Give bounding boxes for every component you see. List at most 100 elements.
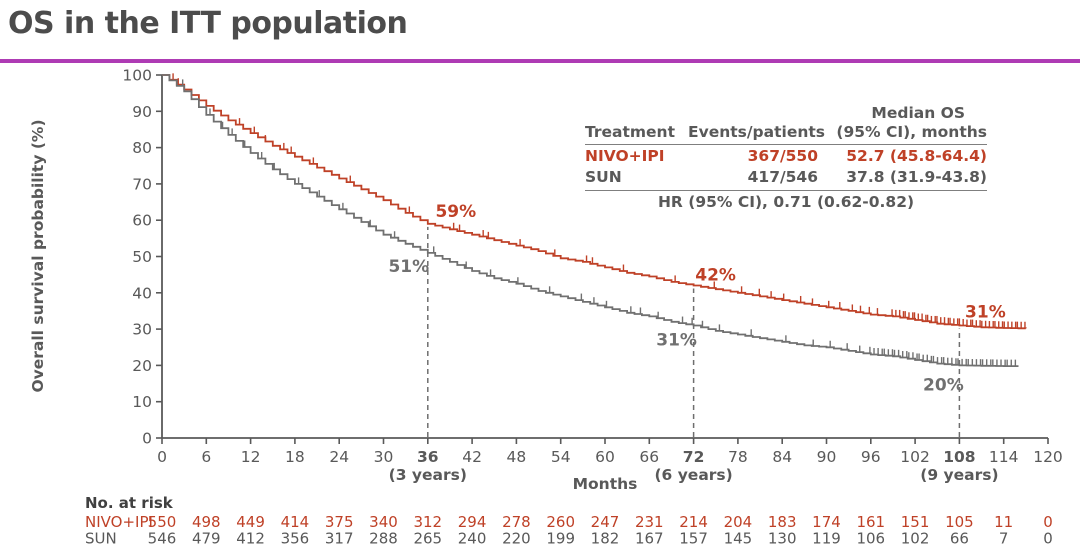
x-tick-label: 48 [507,448,527,466]
y-tick-label: 20 [132,357,152,375]
risk-count: 479 [192,530,221,548]
risk-count: 260 [546,513,575,531]
risk-count: 167 [635,530,664,548]
risk-count: 0 [1043,530,1053,548]
x-tick-label: 54 [551,448,571,466]
x-tick-label: 30 [374,448,394,466]
y-tick-label: 80 [132,139,152,157]
risk-count: 145 [724,530,753,548]
table-row-nivo-ipi: NIVO+IPI 367/550 52.7 (45.8-64.4) [585,145,987,166]
landmark-pct-label: 31% [656,330,697,350]
risk-count: 157 [679,530,708,548]
y-tick-label: 60 [132,212,152,230]
x-tick-label: 24 [329,448,349,466]
x-tick-label: 84 [772,448,792,466]
risk-table-title: No. at risk [85,494,174,512]
x-tick-label: 102 [900,448,930,466]
risk-count: 288 [369,530,398,548]
landmark-year-label: (9 years) [920,466,998,484]
risk-count: 546 [148,530,177,548]
treatment-name: SUN [585,167,622,186]
risk-count: 240 [458,530,487,548]
y-tick-label: 40 [132,284,152,302]
risk-count: 449 [236,513,265,531]
median-os-value: 52.7 (45.8-64.4) [846,146,987,165]
risk-count: 247 [591,513,620,531]
landmark-pct-label: 20% [923,375,964,395]
title-accent-rule [0,59,1080,63]
x-tick-label: 60 [595,448,615,466]
x-axis-label: Months [573,475,638,493]
risk-row-label: SUN [85,530,117,548]
risk-count: 265 [413,530,442,548]
risk-count: 102 [901,530,930,548]
col-header-median-ci: (95% CI), months [836,122,987,141]
landmark-pct-label: 59% [435,202,476,222]
risk-count: 106 [856,530,885,548]
risk-count: 340 [369,513,398,531]
x-tick-label: 6 [201,448,211,466]
risk-count: 375 [325,513,354,531]
y-tick-label: 100 [122,68,152,85]
risk-count: 278 [502,513,531,531]
landmark-pct-label: 51% [388,257,429,277]
risk-count: 356 [281,530,310,548]
risk-count: 294 [458,513,487,531]
risk-count: 174 [812,513,841,531]
col-header-events: Events/patients [688,122,825,141]
x-tick-label: 0 [157,448,167,466]
y-tick-label: 10 [132,393,152,411]
y-tick-label: 50 [132,248,152,266]
y-tick-label: 30 [132,321,152,339]
page-title: OS in the ITT population [8,6,408,41]
spacer [585,104,688,123]
risk-count: 182 [591,530,620,548]
risk-count: 498 [192,513,221,531]
landmark-pct-label: 31% [965,302,1006,322]
landmark-pct-label: 42% [695,266,736,286]
events-patients: 367/550 [747,146,818,165]
risk-count: 204 [724,513,753,531]
median-os-value: 37.8 (31.9-43.8) [846,167,987,186]
risk-count: 550 [148,513,177,531]
hazard-ratio-text: HR (95% CI), 0.71 (0.62-0.82) [657,192,915,211]
x-tick-label: 66 [639,448,659,466]
x-tick-label: 36 [417,448,439,466]
risk-count: 119 [812,530,841,548]
x-tick-label: 114 [989,448,1019,466]
risk-count: 105 [945,513,974,531]
median-os-header-line1: Median OS [871,104,965,122]
landmark-year-label: (3 years) [389,466,467,484]
x-tick-label: 120 [1033,448,1063,466]
risk-count: 231 [635,513,664,531]
y-tick-label: 0 [142,430,152,448]
risk-count: 130 [768,530,797,548]
risk-count: 7 [999,530,1009,548]
risk-count: 317 [325,530,354,548]
y-tick-label: 70 [132,175,152,193]
x-tick-label: 18 [285,448,305,466]
median-os-table: Median OS Treatment Events/patients (95%… [585,104,987,212]
risk-count: 214 [679,513,708,531]
x-tick-label: 108 [943,448,975,466]
risk-count: 412 [236,530,265,548]
risk-count: 183 [768,513,797,531]
risk-count: 11 [994,513,1013,531]
risk-count: 0 [1043,513,1053,531]
risk-count: 220 [502,530,531,548]
risk-count: 199 [546,530,575,548]
x-tick-label: 96 [861,448,881,466]
risk-row-label: NIVO+IPI [85,513,153,531]
landmark-year-label: (6 years) [654,466,732,484]
x-tick-label: 12 [241,448,261,466]
risk-count: 414 [281,513,310,531]
risk-count: 312 [413,513,442,531]
km-curve-nivo-ipi [162,74,1027,330]
treatment-name: NIVO+IPI [585,146,665,165]
table-row-sun: SUN 417/546 37.8 (31.9-43.8) [585,166,987,191]
y-tick-label: 90 [132,103,152,121]
risk-count: 161 [856,513,885,531]
col-header-treatment: Treatment [585,122,676,141]
